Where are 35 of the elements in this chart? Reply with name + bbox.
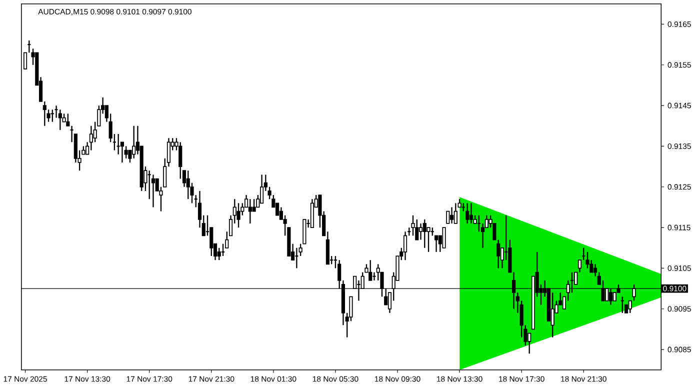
candlestick [465, 202, 470, 224]
candlestick [260, 174, 264, 204]
candlestick [294, 247, 299, 269]
candlestick [411, 214, 415, 236]
candlestick [422, 218, 426, 248]
candlestick [276, 202, 280, 216]
candlestick [450, 206, 454, 224]
candlestick [58, 108, 62, 130]
candlestick [469, 202, 473, 224]
candlestick [368, 259, 372, 281]
candlestick [446, 210, 450, 224]
candlestick [151, 174, 156, 208]
candlestick [415, 218, 419, 240]
candlestick [550, 292, 554, 338]
candlestick [252, 198, 256, 212]
candlestick [89, 125, 93, 151]
candlestick [178, 141, 182, 180]
candlestick [132, 125, 136, 159]
candlestick [220, 243, 226, 256]
candlestick [620, 296, 624, 314]
candlestick [426, 226, 430, 252]
candlestick [586, 251, 590, 269]
candlestick [248, 198, 252, 224]
candlestick [528, 332, 532, 354]
candlestick [418, 222, 423, 240]
candlestick [27, 40, 32, 54]
candlestick [496, 239, 500, 269]
candlestick [186, 170, 190, 200]
candlestick [442, 226, 446, 248]
candlestick [454, 202, 458, 224]
candlestick [403, 230, 408, 261]
candlestick [236, 202, 240, 228]
candlestick [50, 108, 54, 122]
candlestick [124, 145, 128, 159]
candlestick [217, 247, 221, 261]
